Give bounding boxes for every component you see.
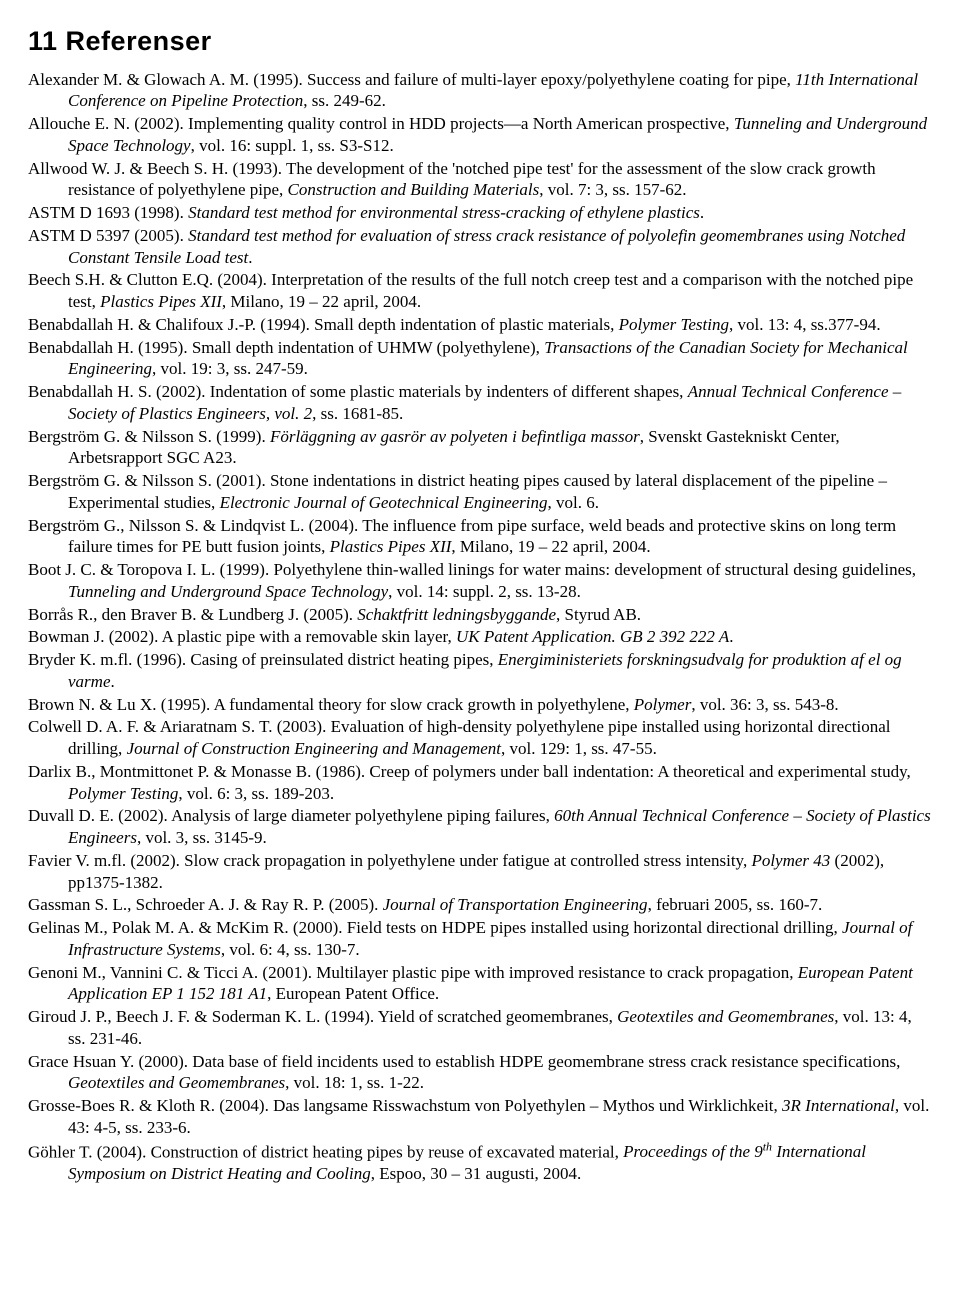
reference-entry: Grosse-Boes R. & Kloth R. (2004). Das la…: [28, 1095, 932, 1139]
reference-entry: Duvall D. E. (2002). Analysis of large d…: [28, 805, 932, 849]
reference-entry: Brown N. & Lu X. (1995). A fundamental t…: [28, 694, 932, 716]
reference-entry: Darlix B., Montmittonet P. & Monasse B. …: [28, 761, 932, 805]
reference-entry: ASTM D 5397 (2005). Standard test method…: [28, 225, 932, 269]
reference-entry: Göhler T. (2004). Construction of distri…: [28, 1140, 932, 1185]
reference-entry: Grace Hsuan Y. (2000). Data base of fiel…: [28, 1051, 932, 1095]
section-heading: 11 Referenser: [28, 24, 932, 59]
reference-entry: Beech S.H. & Clutton E.Q. (2004). Interp…: [28, 269, 932, 313]
references-list: Alexander M. & Glowach A. M. (1995). Suc…: [28, 69, 932, 1185]
reference-entry: Bergström G. & Nilsson S. (2001). Stone …: [28, 470, 932, 514]
reference-entry: Favier V. m.fl. (2002). Slow crack propa…: [28, 850, 932, 894]
reference-entry: ASTM D 1693 (1998). Standard test method…: [28, 202, 932, 224]
reference-entry: Colwell D. A. F. & Ariaratnam S. T. (200…: [28, 716, 932, 760]
reference-entry: Bergström G., Nilsson S. & Lindqvist L. …: [28, 515, 932, 559]
reference-entry: Giroud J. P., Beech J. F. & Soderman K. …: [28, 1006, 932, 1050]
reference-entry: Borrås R., den Braver B. & Lundberg J. (…: [28, 604, 932, 626]
reference-entry: Benabdallah H. S. (2002). Indentation of…: [28, 381, 932, 425]
reference-entry: Gelinas M., Polak M. A. & McKim R. (2000…: [28, 917, 932, 961]
reference-entry: Benabdallah H. (1995). Small depth inden…: [28, 337, 932, 381]
reference-entry: Benabdallah H. & Chalifoux J.-P. (1994).…: [28, 314, 932, 336]
reference-entry: Alexander M. & Glowach A. M. (1995). Suc…: [28, 69, 932, 113]
reference-entry: Boot J. C. & Toropova I. L. (1999). Poly…: [28, 559, 932, 603]
reference-entry: Allouche E. N. (2002). Implementing qual…: [28, 113, 932, 157]
reference-entry: Bergström G. & Nilsson S. (1999). Förläg…: [28, 426, 932, 470]
reference-entry: Gassman S. L., Schroeder A. J. & Ray R. …: [28, 894, 932, 916]
reference-entry: Bowman J. (2002). A plastic pipe with a …: [28, 626, 932, 648]
reference-entry: Bryder K. m.fl. (1996). Casing of preins…: [28, 649, 932, 693]
reference-entry: Genoni M., Vannini C. & Ticci A. (2001).…: [28, 962, 932, 1006]
reference-entry: Allwood W. J. & Beech S. H. (1993). The …: [28, 158, 932, 202]
